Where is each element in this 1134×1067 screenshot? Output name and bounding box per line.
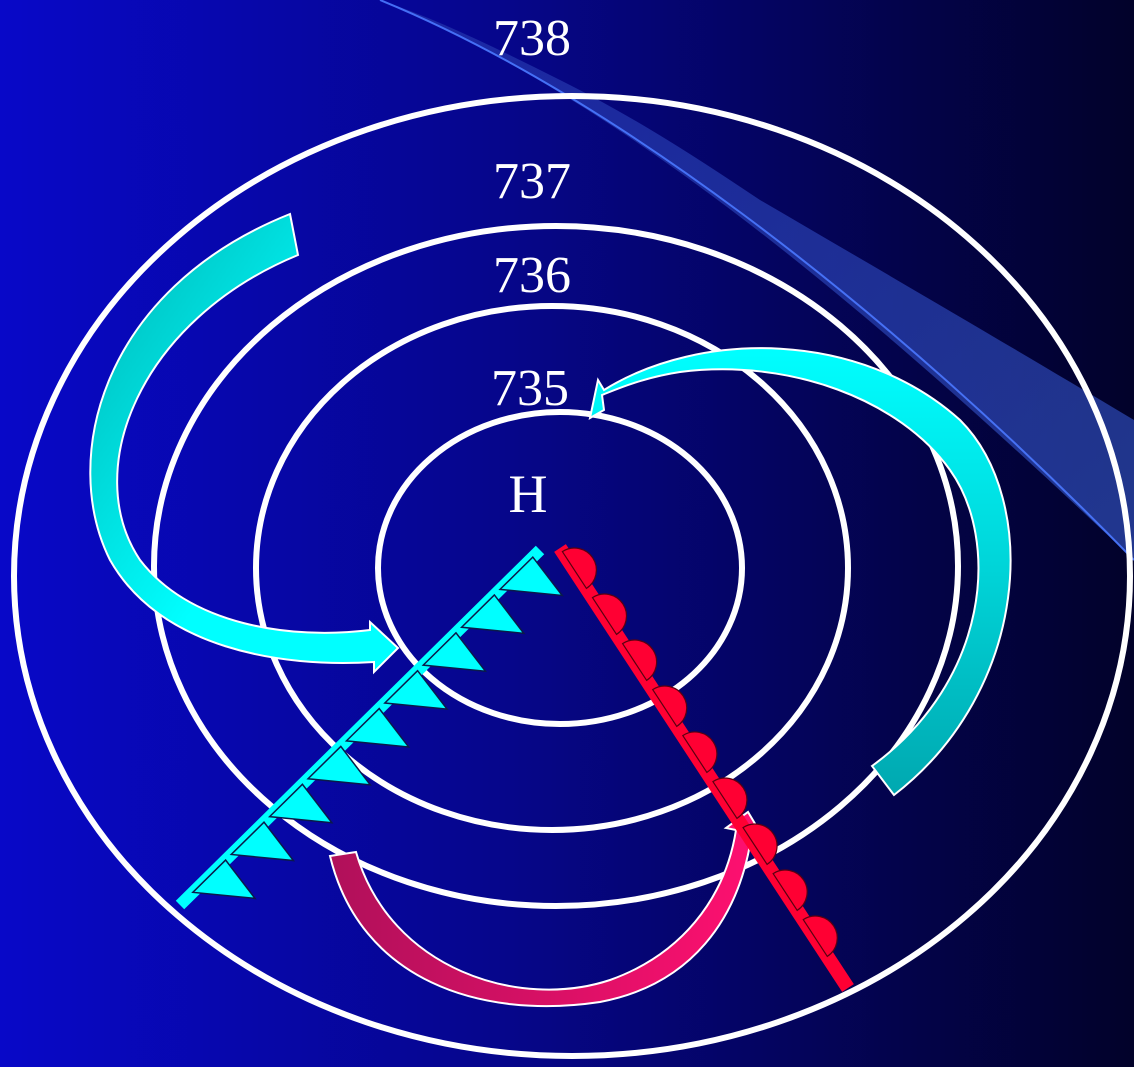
isobar-736 xyxy=(151,223,961,909)
cold-front-triangle xyxy=(459,593,526,635)
warm-front-semicircle xyxy=(621,639,658,682)
cold-front-triangle xyxy=(383,669,449,711)
high-pressure-label: H xyxy=(509,464,548,524)
isobar-label-737: 737 xyxy=(493,153,571,210)
warm-front-semicircle xyxy=(742,823,778,866)
warm-front-semicircle xyxy=(712,777,748,820)
flow-arrow-right xyxy=(588,347,1012,797)
isobar-label-736: 736 xyxy=(493,247,571,304)
warm-front xyxy=(554,544,854,992)
cold-front xyxy=(175,545,564,910)
cold-front-triangle xyxy=(306,745,372,786)
warm-front-semicircle xyxy=(802,915,838,958)
isobar-label-738: 738 xyxy=(493,10,571,67)
cold-front-triangle xyxy=(421,631,488,673)
warm-front-semicircle xyxy=(681,731,718,774)
warm-front-semicircle xyxy=(772,869,808,912)
warm-front-semicircle xyxy=(651,685,688,728)
warm-front-semicircle xyxy=(591,593,627,636)
cold-front-triangle xyxy=(498,555,564,597)
isobar-inner xyxy=(375,409,745,727)
cold-front-triangle xyxy=(344,707,411,748)
isobar-737 xyxy=(11,93,1133,1059)
warm-front-semicircle xyxy=(561,547,597,590)
isobar-label-735: 735 xyxy=(491,360,569,417)
background-swoosh-line xyxy=(379,0,1134,561)
cold-front-triangle xyxy=(191,858,257,900)
flow-arrow-bottom xyxy=(328,810,762,1008)
flow-arrow-left xyxy=(89,212,400,675)
cold-front-triangle xyxy=(267,783,334,824)
isobar-735 xyxy=(253,303,851,833)
cold-front-triangle xyxy=(229,821,296,862)
